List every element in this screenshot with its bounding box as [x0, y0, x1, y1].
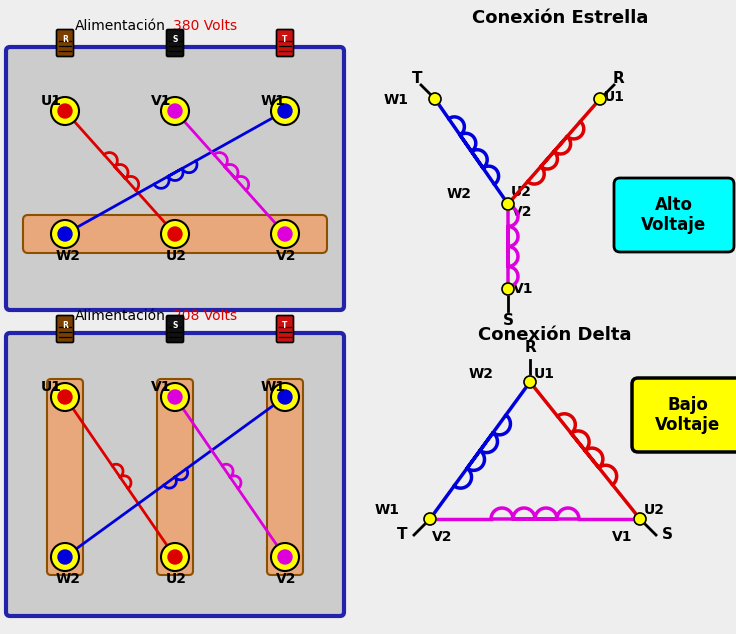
- Text: W1: W1: [261, 380, 286, 394]
- FancyBboxPatch shape: [157, 379, 193, 575]
- FancyBboxPatch shape: [614, 178, 734, 252]
- Text: W1: W1: [375, 503, 400, 517]
- Circle shape: [58, 227, 72, 241]
- Circle shape: [168, 104, 182, 118]
- Circle shape: [161, 220, 189, 248]
- Text: V2: V2: [276, 572, 297, 586]
- FancyBboxPatch shape: [6, 333, 344, 616]
- Text: V1: V1: [151, 94, 171, 108]
- FancyBboxPatch shape: [277, 316, 294, 342]
- Text: Alto
Voltaje: Alto Voltaje: [641, 196, 707, 235]
- Text: R: R: [612, 71, 624, 86]
- Circle shape: [58, 104, 72, 118]
- Circle shape: [168, 390, 182, 404]
- Text: V1: V1: [612, 530, 632, 544]
- Circle shape: [51, 97, 79, 125]
- Circle shape: [161, 97, 189, 125]
- Text: V2: V2: [432, 530, 453, 544]
- FancyBboxPatch shape: [166, 30, 183, 56]
- Circle shape: [51, 383, 79, 411]
- Text: S: S: [172, 34, 177, 44]
- FancyBboxPatch shape: [267, 379, 303, 575]
- Text: U1: U1: [41, 380, 62, 394]
- FancyBboxPatch shape: [57, 316, 74, 342]
- Text: U1: U1: [534, 367, 555, 381]
- FancyBboxPatch shape: [57, 30, 74, 56]
- Text: 380 Volts: 380 Volts: [173, 19, 237, 33]
- Circle shape: [634, 513, 646, 525]
- Text: U1: U1: [604, 90, 625, 104]
- Text: Conexión Delta: Conexión Delta: [478, 326, 631, 344]
- Text: T: T: [283, 321, 288, 330]
- Circle shape: [502, 198, 514, 210]
- Text: V1: V1: [513, 282, 534, 296]
- Text: T: T: [283, 34, 288, 44]
- Text: S: S: [503, 313, 514, 328]
- FancyBboxPatch shape: [47, 379, 83, 575]
- Text: R: R: [62, 321, 68, 330]
- Circle shape: [161, 383, 189, 411]
- Circle shape: [271, 220, 299, 248]
- Circle shape: [502, 283, 514, 295]
- Circle shape: [51, 220, 79, 248]
- Circle shape: [594, 93, 606, 105]
- Text: V1: V1: [151, 380, 171, 394]
- Text: U2: U2: [166, 249, 187, 263]
- Circle shape: [168, 227, 182, 241]
- Text: W2: W2: [56, 249, 81, 263]
- Text: T: T: [397, 527, 407, 542]
- Text: W2: W2: [469, 367, 494, 381]
- Text: Alimentación: Alimentación: [75, 19, 166, 33]
- Text: R: R: [524, 340, 536, 355]
- Text: Bajo
Voltaje: Bajo Voltaje: [655, 396, 721, 434]
- Circle shape: [271, 383, 299, 411]
- Text: W2: W2: [56, 572, 81, 586]
- FancyBboxPatch shape: [277, 30, 294, 56]
- Circle shape: [271, 97, 299, 125]
- Text: U2: U2: [644, 503, 665, 517]
- Circle shape: [278, 550, 292, 564]
- Circle shape: [278, 390, 292, 404]
- Circle shape: [58, 550, 72, 564]
- Text: W1: W1: [261, 94, 286, 108]
- Circle shape: [424, 513, 436, 525]
- Circle shape: [51, 543, 79, 571]
- FancyBboxPatch shape: [632, 378, 736, 452]
- Circle shape: [168, 550, 182, 564]
- Text: T: T: [411, 71, 422, 86]
- Text: U2: U2: [511, 185, 532, 199]
- Text: V2: V2: [276, 249, 297, 263]
- FancyBboxPatch shape: [23, 215, 327, 253]
- Circle shape: [58, 390, 72, 404]
- Circle shape: [278, 104, 292, 118]
- Text: W1: W1: [384, 93, 409, 107]
- Circle shape: [429, 93, 441, 105]
- Text: S: S: [662, 527, 673, 542]
- Circle shape: [161, 543, 189, 571]
- Text: U2: U2: [166, 572, 187, 586]
- Text: W2: W2: [447, 187, 472, 201]
- Text: S: S: [172, 321, 177, 330]
- Text: Alimentación: Alimentación: [75, 309, 166, 323]
- Text: U1: U1: [41, 94, 62, 108]
- Text: R: R: [62, 34, 68, 44]
- Text: Conexión Estrella: Conexión Estrella: [472, 9, 648, 27]
- Circle shape: [524, 376, 536, 388]
- FancyBboxPatch shape: [6, 47, 344, 310]
- Circle shape: [271, 543, 299, 571]
- Circle shape: [278, 227, 292, 241]
- Text: 208 Volts: 208 Volts: [173, 309, 237, 323]
- FancyBboxPatch shape: [166, 316, 183, 342]
- Text: V2: V2: [512, 205, 533, 219]
